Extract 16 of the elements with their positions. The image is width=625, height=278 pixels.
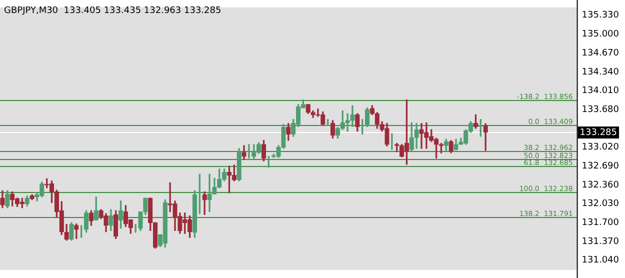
y-tick-label: 132.030 bbox=[582, 199, 620, 210]
y-tick-label: 131.700 bbox=[582, 218, 620, 228]
y-tick-label: 135.000 bbox=[582, 30, 620, 40]
y-tick-label: 132.690 bbox=[582, 161, 620, 172]
y-tick-label: 133.020 bbox=[582, 142, 620, 153]
y-tick-label: 131.370 bbox=[582, 236, 620, 247]
y-tick-label: 133.680 bbox=[582, 104, 620, 115]
y-tick-label: 132.360 bbox=[582, 180, 620, 190]
candlestick bbox=[207, 174, 212, 212]
y-tick-label: 131.040 bbox=[582, 256, 620, 266]
y-tick-label: 134.670 bbox=[582, 48, 620, 58]
y-tick-label: 134.340 bbox=[582, 67, 620, 78]
ref-line-label: 133.285 bbox=[580, 128, 617, 138]
y-tick-label: 135.330 bbox=[582, 10, 620, 21]
y-tick-label: 134.010 bbox=[582, 86, 620, 96]
chart-title: GBPJPY,M30 133.405 133.435 132.963 133.285 bbox=[4, 6, 222, 16]
